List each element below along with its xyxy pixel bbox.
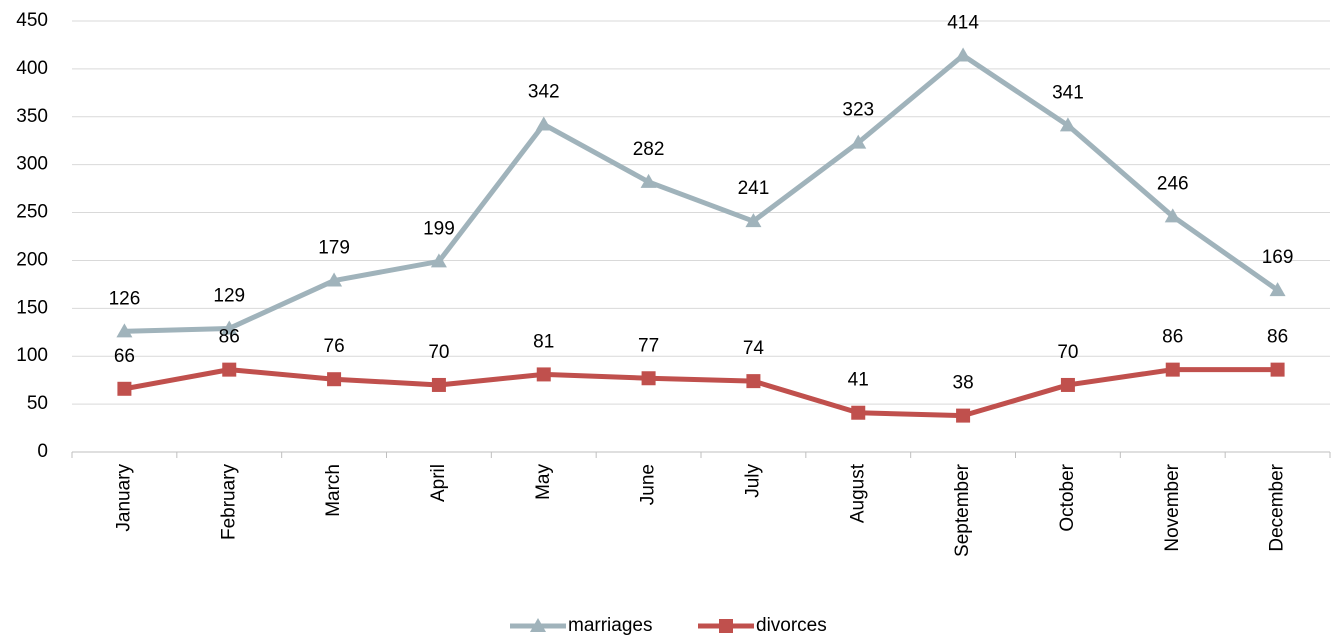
data-label: 126 <box>109 288 141 309</box>
x-tick-label: September <box>952 463 973 557</box>
y-tick-label: 100 <box>16 345 48 366</box>
x-tick-label: December <box>1267 463 1288 551</box>
marker <box>117 381 132 396</box>
data-label: 246 <box>1157 173 1189 194</box>
x-tick-label: June <box>638 464 659 505</box>
marker <box>1165 362 1180 377</box>
marker <box>1060 377 1075 392</box>
marker <box>1164 208 1181 223</box>
marker <box>640 173 657 188</box>
x-tick-label: October <box>1057 463 1078 531</box>
data-label: 70 <box>1057 342 1078 363</box>
data-label: 414 <box>947 12 979 33</box>
x-tick-label: March <box>323 464 344 517</box>
marker <box>955 47 972 62</box>
y-tick-label: 150 <box>16 297 48 318</box>
marker <box>536 367 551 382</box>
data-label: 129 <box>213 285 245 306</box>
y-tick-label: 450 <box>16 10 48 31</box>
x-tick-label: January <box>113 464 134 532</box>
series-line <box>123 367 1278 419</box>
y-tick-label: 300 <box>16 154 48 175</box>
marker <box>641 371 656 386</box>
data-label: 86 <box>219 327 240 348</box>
x-tick-label: May <box>533 464 554 500</box>
data-label: 169 <box>1262 247 1294 268</box>
marker <box>1270 362 1285 377</box>
data-label: 241 <box>738 178 770 199</box>
marker <box>850 134 867 149</box>
data-label: 323 <box>842 100 874 121</box>
data-label: 41 <box>848 370 869 391</box>
data-label: 66 <box>114 346 135 367</box>
x-tick-label: August <box>847 463 868 523</box>
data-label: 86 <box>1162 327 1183 348</box>
marker <box>535 116 552 131</box>
data-label: 74 <box>743 338 765 359</box>
marker <box>431 377 446 392</box>
data-label: 76 <box>324 336 345 357</box>
data-label: 38 <box>953 373 974 394</box>
legend-label: marriages <box>568 615 652 636</box>
marker <box>1269 282 1286 297</box>
y-tick-label: 200 <box>16 249 48 270</box>
marker <box>221 320 238 335</box>
marker <box>222 362 237 377</box>
marker <box>746 374 761 389</box>
marker <box>851 405 866 420</box>
y-tick-label: 400 <box>16 58 48 79</box>
y-tick-label: 0 <box>37 441 48 462</box>
marker <box>326 272 343 287</box>
series-line <box>124 52 1280 334</box>
y-tick-label: 50 <box>27 393 48 414</box>
data-label: 86 <box>1267 327 1288 348</box>
data-label: 342 <box>528 81 560 102</box>
marker <box>1059 117 1076 132</box>
marker <box>430 253 447 268</box>
marker <box>719 619 733 633</box>
x-tick-label: February <box>218 464 239 541</box>
data-label: 282 <box>633 139 665 160</box>
data-label: 70 <box>428 342 449 363</box>
x-tick-label: July <box>742 464 763 498</box>
data-label: 199 <box>423 218 455 239</box>
marker <box>956 408 971 423</box>
data-label: 341 <box>1052 82 1084 103</box>
marker <box>116 323 133 338</box>
data-label: 179 <box>318 238 350 259</box>
marker <box>745 213 762 228</box>
y-tick-label: 250 <box>16 202 48 223</box>
data-label: 81 <box>533 331 554 352</box>
data-label: 77 <box>638 335 659 356</box>
marker <box>530 618 546 632</box>
marker <box>327 372 342 387</box>
x-tick-label: November <box>1162 463 1183 551</box>
x-tick-label: April <box>428 464 449 502</box>
legend-label: divorces <box>756 615 827 636</box>
y-tick-label: 350 <box>16 106 48 127</box>
